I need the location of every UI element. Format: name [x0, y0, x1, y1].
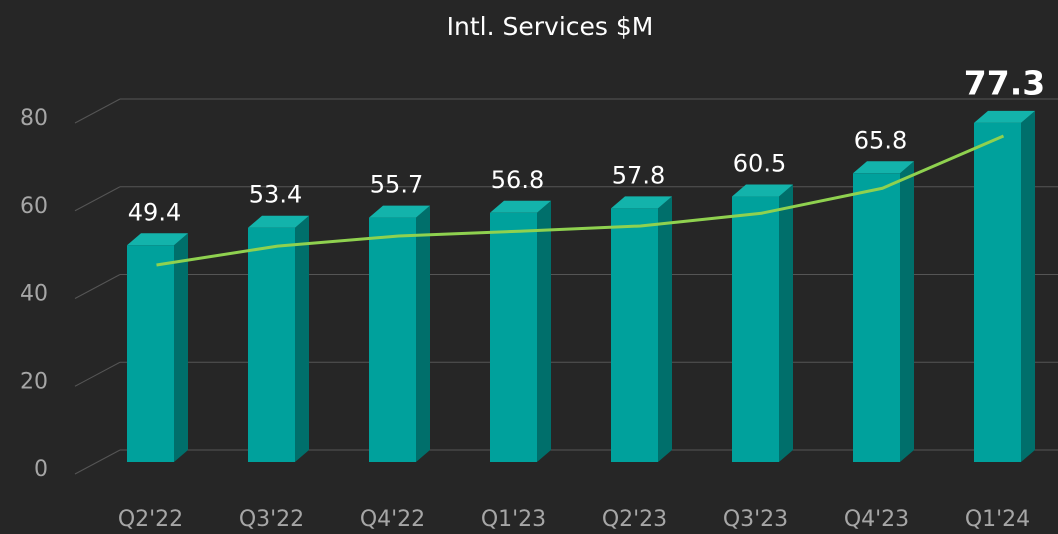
value-label: 49.4 — [128, 198, 181, 226]
y-tick-label: 20 — [20, 369, 48, 394]
grid-line — [74, 186, 121, 212]
grid-line — [74, 274, 121, 299]
bar — [127, 245, 174, 462]
bar-side — [658, 196, 672, 462]
bar — [853, 173, 900, 463]
x-tick-label: Q2'22 — [118, 507, 183, 532]
bar-top — [248, 215, 309, 228]
grid-line — [74, 98, 121, 124]
bar-top — [369, 205, 430, 218]
x-tick-label: Q1'24 — [965, 507, 1030, 532]
grid-line — [74, 449, 121, 475]
trend-line — [156, 134, 1005, 267]
bar-side — [537, 200, 551, 463]
value-label: 77.3 — [964, 63, 1045, 102]
y-tick-label: 60 — [20, 194, 48, 219]
x-tick-label: Q4'23 — [844, 507, 909, 532]
bar — [732, 196, 779, 462]
bar — [611, 208, 658, 462]
bar-top — [490, 200, 551, 213]
x-tick-label: Q4'22 — [360, 507, 425, 532]
bar-top — [974, 110, 1035, 123]
y-tick-label: 40 — [20, 282, 48, 307]
chart-title: Intl. Services $M — [447, 12, 654, 41]
bar-side — [416, 205, 430, 462]
value-label: 53.4 — [249, 181, 302, 209]
value-label: 65.8 — [854, 126, 907, 154]
bar — [248, 227, 295, 462]
bar-top — [732, 184, 793, 197]
value-label: 56.8 — [491, 166, 544, 194]
bar-top — [853, 161, 914, 174]
bar — [490, 212, 537, 462]
bar — [974, 122, 1021, 462]
bar-side — [1021, 110, 1035, 462]
value-label: 60.5 — [733, 150, 786, 178]
bar-side — [779, 184, 793, 462]
bar-side — [900, 161, 914, 463]
y-tick-label: 80 — [20, 106, 48, 131]
bar — [369, 217, 416, 462]
y-tick-label: 0 — [34, 457, 48, 482]
bar-top — [127, 233, 188, 246]
x-tick-label: Q2'23 — [602, 507, 667, 532]
value-label: 55.7 — [370, 171, 423, 199]
x-tick-label: Q3'23 — [723, 507, 788, 532]
value-label: 57.8 — [612, 161, 665, 189]
bar-side — [174, 233, 188, 462]
x-tick-label: Q1'23 — [481, 507, 546, 532]
x-tick-label: Q3'22 — [239, 507, 304, 532]
grid-line — [74, 361, 121, 387]
bar-top — [611, 196, 672, 209]
bar-side — [295, 215, 309, 462]
